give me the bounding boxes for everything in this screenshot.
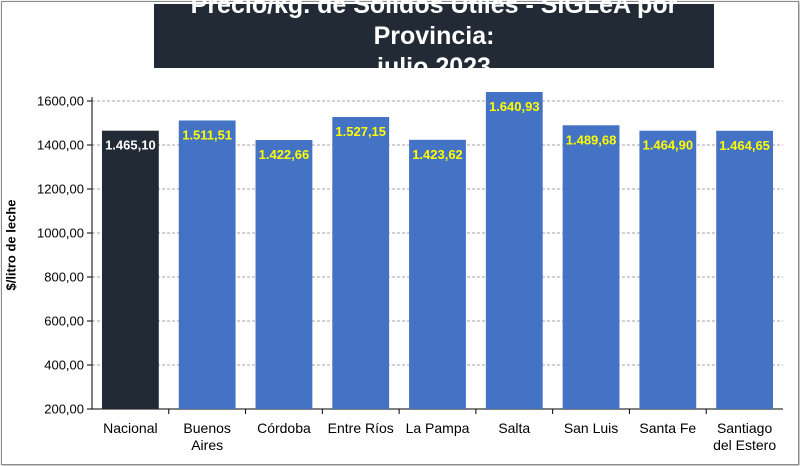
category-label: Córdoba [257, 420, 311, 436]
y-tick-label: 1400,00 [37, 138, 84, 153]
y-tick-label: 400,00 [44, 358, 84, 373]
category-label: Santiago [717, 420, 772, 436]
category-label: San Luis [564, 420, 618, 436]
category-label: Aires [191, 437, 223, 453]
chart-title-line1: Precio/kg. de Sólidos Útiles - SIGLeA po… [190, 0, 678, 50]
bar [562, 125, 620, 410]
bar [332, 117, 390, 409]
category-label: Entre Ríos [328, 420, 394, 436]
category-label: Santa Fe [639, 420, 696, 436]
bar [101, 130, 159, 410]
data-label: 1.465,10 [105, 138, 156, 153]
bar [485, 91, 543, 410]
bar [178, 120, 236, 409]
y-tick-label: 1600,00 [37, 94, 84, 109]
data-label: 1.527,15 [335, 124, 386, 139]
bar [409, 139, 466, 410]
data-label: 1.464,65 [719, 138, 770, 153]
category-label: La Pampa [406, 420, 470, 436]
category-label: Buenos [183, 420, 230, 436]
y-tick-label: 200,00 [44, 402, 84, 417]
category-label: del Estero [713, 437, 776, 453]
bar [716, 130, 774, 410]
y-tick-label: 600,00 [44, 314, 84, 329]
y-tick-label: 1200,00 [37, 182, 84, 197]
data-label: 1.640,93 [489, 99, 540, 114]
bar [255, 140, 313, 409]
category-label: Nacional [103, 420, 157, 436]
y-tick-label: 1000,00 [37, 226, 84, 241]
data-label: 1.489,68 [566, 132, 617, 147]
chart-title-line2: julio 2023 [377, 52, 491, 81]
bar [639, 130, 697, 410]
data-label: 1.422,66 [259, 147, 310, 162]
chart-title: Precio/kg. de Sólidos Útiles - SIGLeA po… [154, 0, 714, 81]
data-label: 1.423,62 [412, 147, 463, 162]
data-label: 1.464,90 [643, 138, 694, 153]
y-tick-label: 800,00 [44, 270, 84, 285]
category-label: Salta [498, 420, 530, 436]
data-label: 1.511,51 [182, 127, 232, 142]
